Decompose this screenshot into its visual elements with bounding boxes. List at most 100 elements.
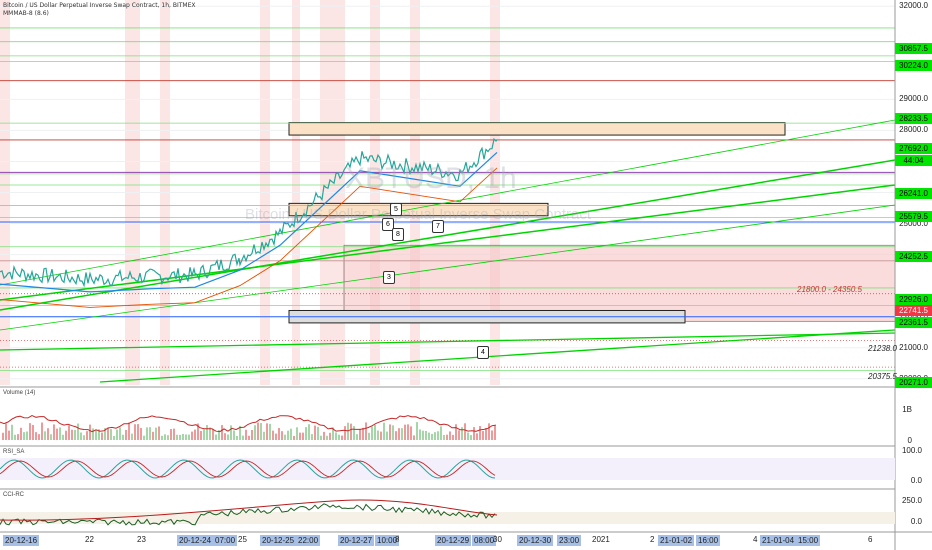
volume-bar (383, 422, 385, 440)
volume-bar (95, 429, 97, 440)
volume-bar (227, 434, 229, 440)
volume-bar (8, 430, 10, 440)
volume-bar (17, 434, 19, 440)
price-badge: 22361.5 (895, 317, 932, 328)
volume-bar (296, 427, 298, 440)
volume-bar (257, 422, 259, 440)
volume-bar (365, 422, 367, 440)
mid-box (288, 202, 549, 217)
price-badge: 30857.5 (895, 43, 932, 54)
volume-bar (488, 423, 490, 440)
volume-bar (335, 432, 337, 440)
price-badge: 30224.0 (895, 60, 932, 71)
volume-bar (92, 428, 94, 440)
chart-title: Bitcoin / US Dollar Perpetual Inverse Sw… (3, 2, 196, 9)
volume-bar (173, 428, 175, 440)
volume-bar (407, 424, 409, 440)
time-label: 07:00 (213, 535, 238, 546)
volume-bar (476, 433, 478, 440)
price-tick: 25000.0 (899, 218, 928, 228)
volume-bar (104, 428, 106, 440)
moving-average-orange (0, 167, 498, 308)
volume-bar (212, 429, 214, 440)
volume-bar (491, 430, 493, 440)
price-badge: 22926.0 (895, 294, 932, 305)
cci-tick-250: 250.0 (901, 496, 922, 505)
volume-bar (485, 427, 487, 440)
trend-line (0, 204, 896, 331)
time-label: 30 (493, 535, 502, 544)
volume-bar (389, 424, 391, 440)
rsi-tick-0: 0.0 (910, 476, 922, 485)
rsi-pane-title: RSI_SA (3, 449, 25, 455)
volume-bar (179, 434, 181, 440)
marker-5: 5 (390, 203, 402, 216)
time-label: 6 (868, 535, 873, 544)
volume-bar (464, 423, 466, 440)
volume-bar (467, 432, 469, 440)
volume-bar (191, 431, 193, 440)
volume-bar (356, 434, 358, 440)
time-label: 4 (753, 535, 758, 544)
volume-bar (158, 426, 160, 440)
rsi-line (0, 459, 496, 479)
volume-bar (314, 425, 316, 440)
level-label-20375: 20375.5 (868, 372, 897, 381)
time-label: 15:00 (796, 535, 821, 546)
volume-bar (56, 428, 58, 440)
time-label: 22 (85, 535, 94, 544)
volume-bar (86, 431, 88, 440)
trend-line (99, 329, 896, 383)
volume-bar (152, 431, 154, 440)
volume-bar (59, 427, 61, 440)
volume-bar (434, 432, 436, 440)
time-label: 20-12-25 (260, 535, 297, 546)
price-tick: 21000.0 (899, 342, 928, 352)
volume-bar (338, 434, 340, 440)
volume-bar (68, 425, 70, 440)
time-label: 08:00 (472, 535, 497, 546)
volume-bar (110, 429, 112, 440)
cci-band (0, 512, 895, 524)
volume-bar (167, 435, 169, 440)
volume-tick-0: 0 (907, 436, 912, 445)
volume-bar (224, 433, 226, 440)
volume-bar (239, 425, 241, 440)
volume-bar (98, 429, 100, 440)
volume-pane-title: Volume (14) (3, 390, 36, 396)
volume-bar (53, 424, 55, 440)
time-label: 8 (395, 535, 400, 544)
volume-bar (350, 423, 352, 440)
trend-line (0, 119, 896, 286)
volume-bar (44, 431, 46, 440)
time-label: 20-12-27 (338, 535, 375, 546)
volume-bar (125, 429, 127, 440)
time-label: 20-12-29 (435, 535, 472, 546)
volume-bar (209, 427, 211, 440)
volume-bar (248, 435, 250, 440)
volume-bar (38, 434, 40, 440)
watermark-name: Bitcoin / US Dollar Perpetual Inverse Sw… (245, 206, 591, 223)
volume-bar (137, 424, 139, 440)
volume-bar (446, 434, 448, 440)
cci-tick-0: 0.0 (910, 517, 922, 526)
volume-bar (323, 431, 325, 440)
volume-bar (14, 434, 16, 440)
volume-bar (353, 426, 355, 440)
volume-bar (290, 428, 292, 440)
volume-bar (47, 428, 49, 440)
price-tick: 32000.0 (899, 1, 928, 11)
volume-bar (443, 435, 445, 440)
volume-bar (77, 423, 79, 440)
price-tick: 29000.0 (899, 94, 928, 104)
volume-bar (74, 429, 76, 440)
volume-bar (113, 435, 115, 440)
volume-bar (326, 435, 328, 440)
volume-bar (461, 427, 463, 440)
trend-line (0, 332, 896, 351)
price-badge: 27692.0 (895, 143, 932, 154)
volume-bar (71, 429, 73, 440)
volume-bar (452, 434, 454, 440)
volume-tick-1b: 1B (902, 405, 912, 414)
